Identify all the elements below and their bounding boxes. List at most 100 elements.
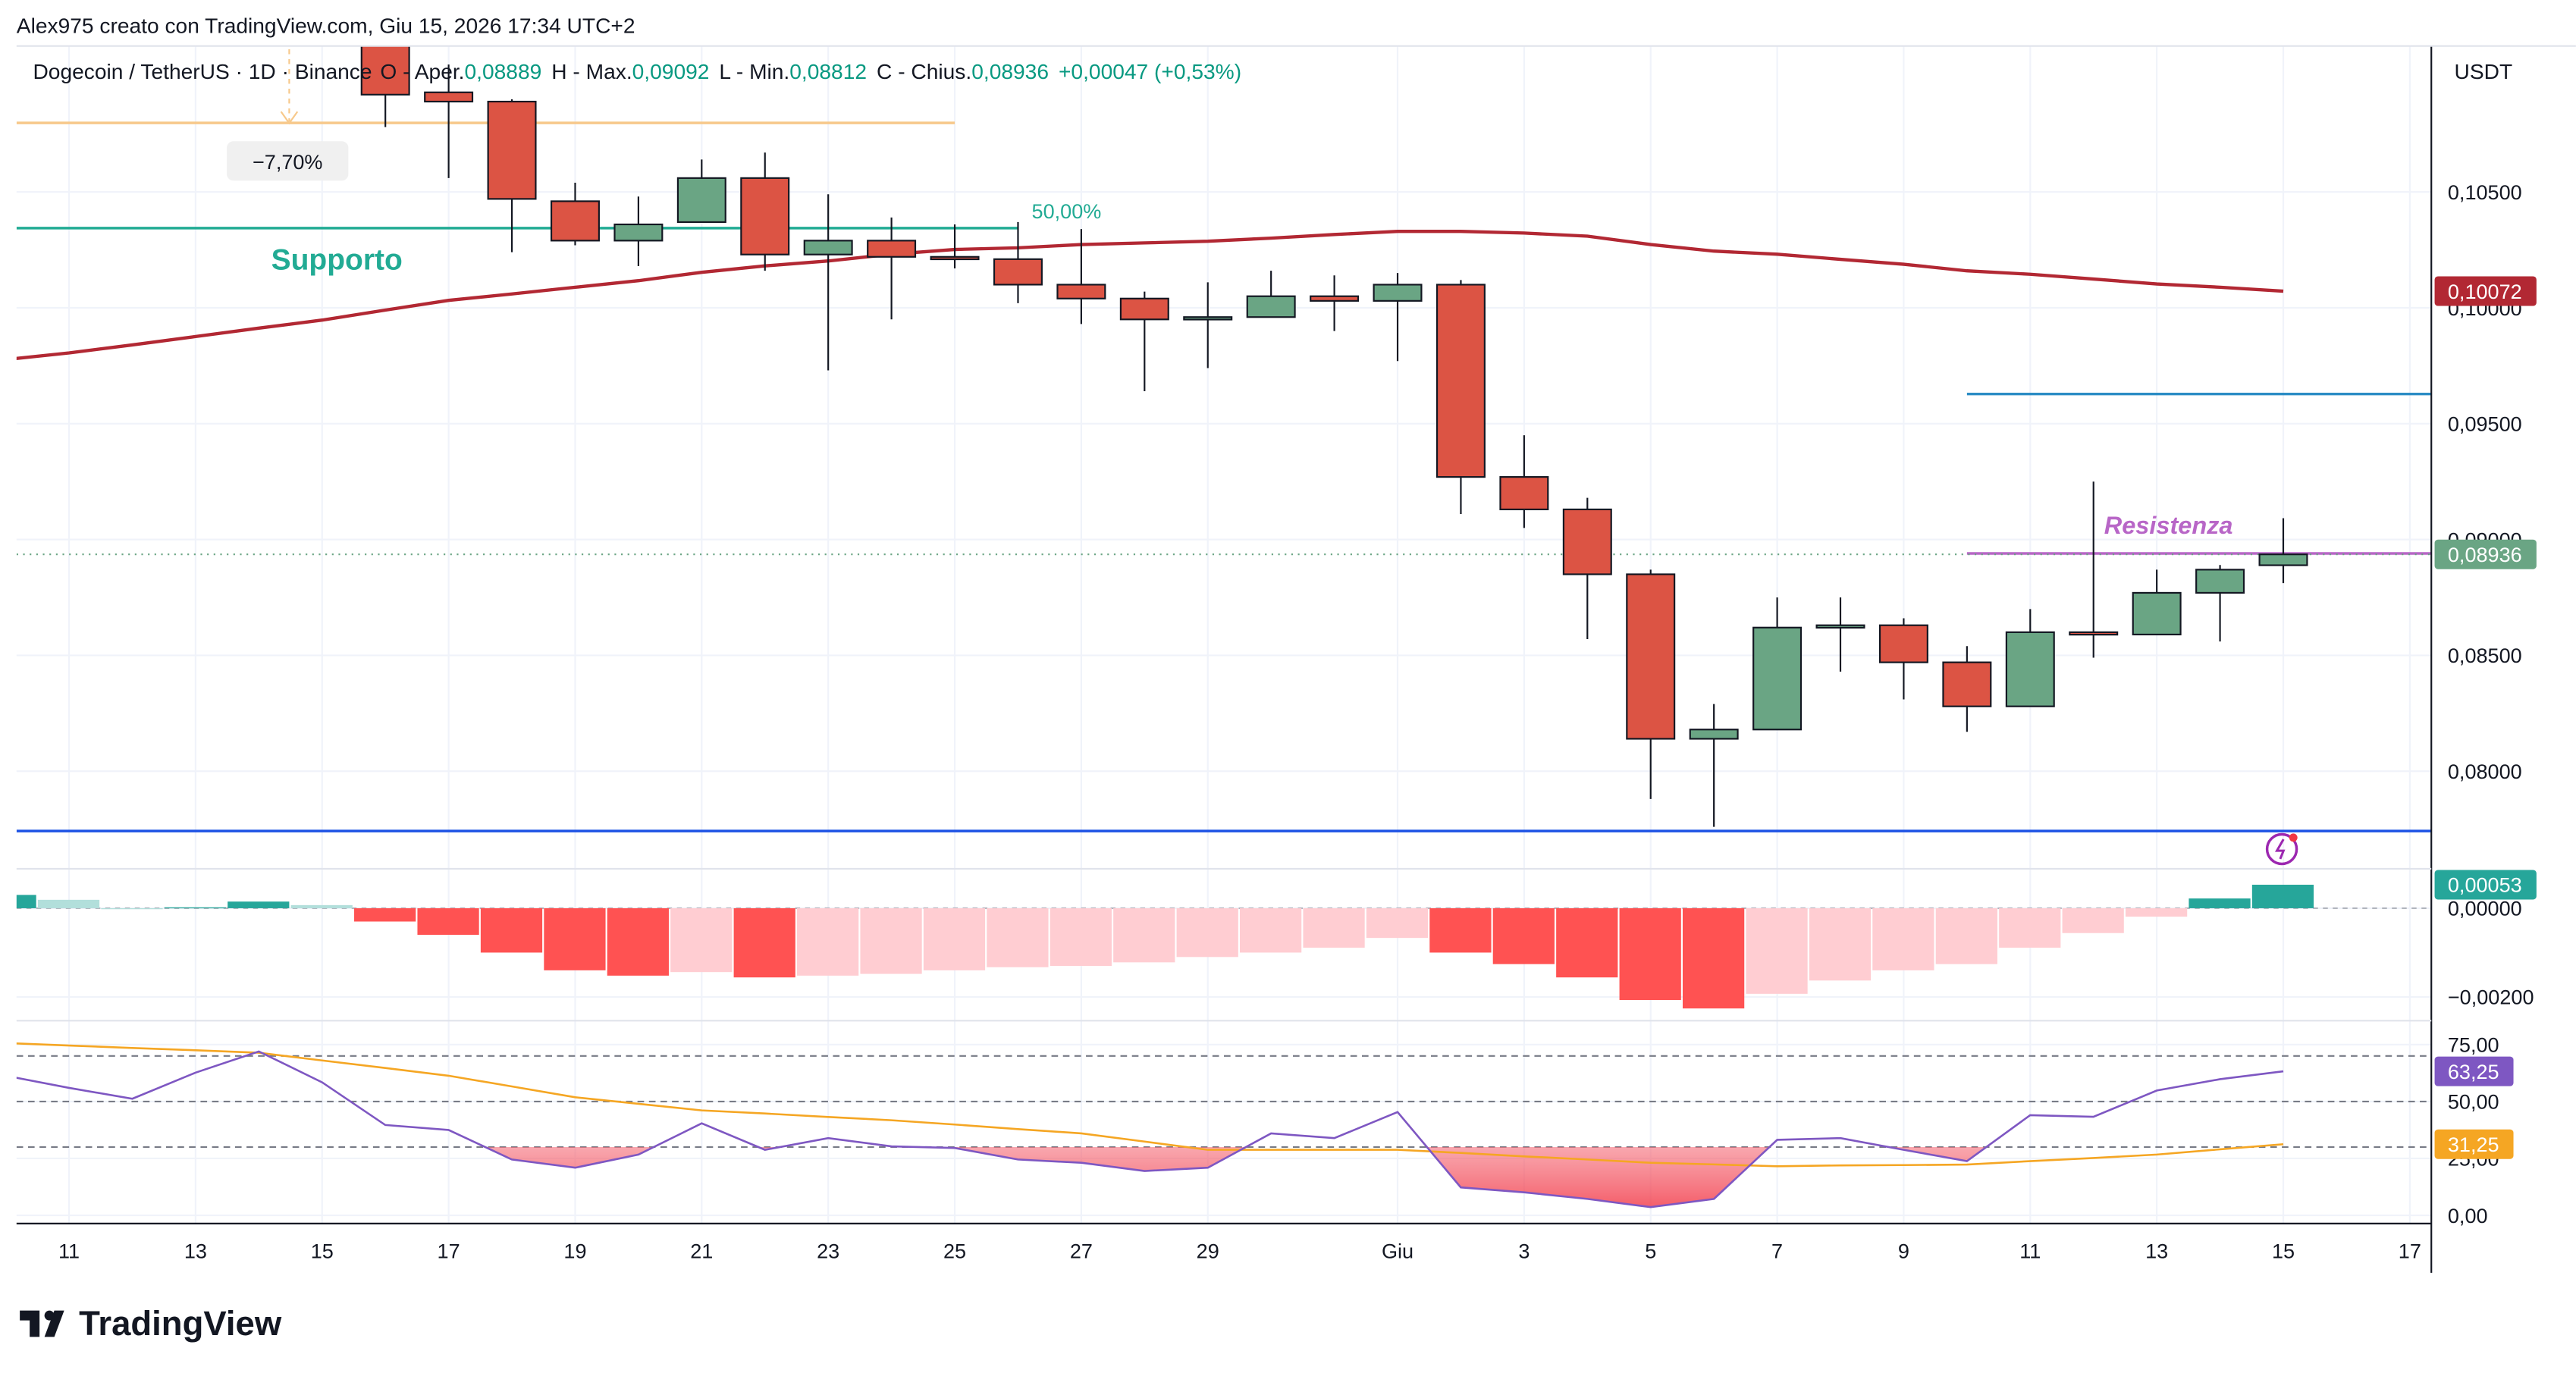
histogram-bar	[16, 895, 36, 908]
candle-body	[676, 177, 726, 224]
x-tick-label: 27	[1070, 1239, 1093, 1262]
histogram-bar	[1303, 907, 1365, 948]
candle-body	[2069, 631, 2119, 636]
brand: TradingView	[79, 1304, 282, 1343]
x-tick-label: 13	[184, 1239, 207, 1262]
x-tick-label: 9	[1898, 1239, 1909, 1262]
candle-body	[1499, 476, 1549, 510]
candle-body	[1435, 284, 1486, 478]
brand-logo: TradingView	[20, 1304, 282, 1343]
histogram-bar	[2125, 907, 2188, 917]
x-tick-label: 11	[2019, 1239, 2041, 1262]
x-tick-label: 21	[690, 1239, 713, 1262]
candle-body	[993, 258, 1043, 286]
x-tick-label: 13	[2145, 1239, 2168, 1262]
price-badge	[2434, 1129, 2514, 1159]
candle-body	[1310, 295, 1360, 302]
x-tick-label: 19	[563, 1239, 586, 1262]
histogram-bar	[227, 901, 290, 908]
logo-dot	[44, 1310, 55, 1321]
histogram-bar	[1429, 907, 1492, 953]
x-tick-label: Giu	[1382, 1239, 1414, 1262]
x-tick-label: 7	[1771, 1239, 1783, 1262]
legend-label: C - Chius.	[877, 60, 971, 83]
price-badge-label: 31,25	[2448, 1133, 2499, 1156]
price-pane	[16, 45, 2432, 832]
y-tick-label: 75,00	[2448, 1033, 2499, 1057]
price-badge	[2434, 276, 2537, 306]
histogram-bar	[101, 907, 163, 910]
legend-value: 0,08889	[465, 60, 542, 83]
candle-body	[2005, 631, 2055, 707]
candle-body	[2258, 553, 2308, 566]
header: Alex975 creato con TradingView.com, Giu …	[17, 14, 635, 37]
fib-label: 50,00%	[1032, 199, 1102, 223]
histogram-bar	[480, 907, 543, 953]
candle-body	[1815, 624, 1865, 629]
histogram-bar	[860, 907, 922, 974]
legend-value: 0,08936	[971, 60, 1049, 83]
candle-body	[2132, 591, 2182, 636]
y-tick-label: −0,00200	[2448, 986, 2534, 1009]
legend-value: 0,08812	[789, 60, 867, 83]
candle-body	[1626, 573, 1676, 740]
histogram-bar	[1872, 907, 1934, 970]
histogram-bar	[1746, 907, 1808, 994]
x-tick-label: 3	[1518, 1239, 1530, 1262]
legend-symbol: Dogecoin / TetherUS · 1D · Binance	[33, 60, 372, 83]
histogram-bar	[1366, 907, 1429, 939]
histogram-bar	[2062, 907, 2124, 933]
candle-body	[1562, 508, 1612, 575]
axes	[16, 45, 2576, 1273]
histogram-bar	[607, 907, 669, 976]
histogram-bar	[1492, 907, 1555, 964]
x-tick-label: 15	[311, 1239, 334, 1262]
x-tick-label: 17	[438, 1239, 460, 1262]
legend-label: O - Aper.	[380, 60, 464, 83]
candle-body	[1689, 729, 1739, 740]
x-tick-label: 15	[2272, 1239, 2295, 1262]
price-badge-label: 0,00053	[2448, 873, 2522, 897]
candle-body	[613, 223, 664, 242]
price-badge	[2434, 1056, 2514, 1086]
candle-body	[550, 200, 600, 242]
histogram-bar	[354, 907, 416, 922]
candle-body	[424, 91, 474, 103]
resistance-label: Resistenza	[2104, 512, 2233, 539]
x-tick-label: 11	[58, 1239, 80, 1262]
y-tick-label: 0,08500	[2448, 644, 2522, 667]
change-label: −7,70%	[253, 150, 323, 174]
price-badge-label: 63,25	[2448, 1060, 2499, 1083]
histogram-bar	[733, 907, 795, 978]
candle-body	[1752, 626, 1803, 731]
candle-body	[740, 177, 790, 255]
histogram-bar	[1619, 907, 1681, 1001]
x-tick-label: 5	[1645, 1239, 1656, 1262]
candle-body	[1119, 297, 1169, 321]
candle-body	[930, 255, 980, 261]
histogram-bar	[1050, 907, 1112, 967]
currency: USDT	[2455, 60, 2513, 83]
histogram-bar	[923, 907, 986, 970]
alert-dot	[2289, 833, 2298, 842]
measure-arrow-head	[280, 111, 299, 125]
legend-label: L - Min.	[719, 60, 789, 83]
candle-body	[487, 100, 537, 200]
histogram-bar	[1556, 907, 1618, 978]
histogram-bar	[2251, 884, 2314, 908]
histogram-bar	[670, 907, 733, 973]
histogram-bar	[1935, 907, 1997, 964]
y-tick-label: 0,10500	[2448, 180, 2522, 204]
legend-label: H - Max.	[551, 60, 632, 83]
histogram-bar	[1240, 907, 1302, 953]
change-badge	[227, 141, 349, 181]
candle-body	[867, 240, 917, 258]
legend-change: +0,00047 (+0,53%)	[1059, 60, 1241, 83]
price-badge	[2434, 870, 2537, 900]
legend-value: 0,09092	[632, 60, 710, 83]
moving-average	[16, 230, 2284, 360]
y-tick-label: 0,00000	[2448, 897, 2522, 920]
candle-body	[1183, 316, 1233, 321]
histogram-bar	[1999, 907, 2061, 948]
